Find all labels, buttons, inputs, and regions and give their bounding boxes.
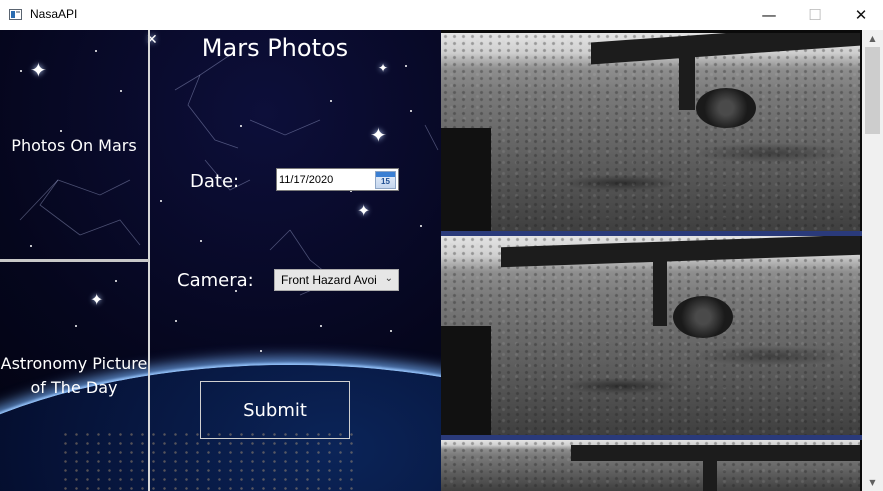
calendar-day: 15 [381,177,390,186]
photo-list [441,30,862,491]
submit-button[interactable]: Submit [200,381,350,439]
nav-item-astronomy-picture[interactable]: Astronomy Picture of The Day [0,354,148,397]
vertical-scrollbar[interactable]: ▲ ▼ [862,30,883,491]
title-bar: NasaAPI — ☐ ✕ [0,0,883,30]
app-client-area: ✦ ✦ ✦ ✦ ✕ ✦ Photos On Mars Astronomy Pic… [0,30,883,491]
window-title: NasaAPI [30,7,78,21]
minimize-button[interactable]: — [761,6,777,24]
sparkle-icon: ✦ [370,123,387,147]
mars-photo[interactable] [441,440,860,491]
city-lights [60,430,360,490]
close-button[interactable]: ✕ [854,6,868,24]
sparkle-icon: ✦ [378,61,389,75]
page-title: Mars Photos [201,34,349,62]
date-input[interactable] [279,171,374,188]
camera-select-value: Front Hazard Avoidance Camera [281,273,377,287]
date-label: Date: [190,171,240,192]
mars-photo[interactable] [441,236,860,435]
camera-label: Camera: [177,270,254,291]
mars-photo[interactable] [441,33,860,231]
nav-divider [148,30,150,491]
chevron-down-icon: ⌄ [384,273,393,284]
date-picker[interactable]: 15 [276,168,399,191]
scroll-up-arrow[interactable]: ▲ [869,34,876,43]
calendar-icon[interactable]: 15 [375,171,396,189]
sparkle-icon: ✕ [146,32,158,48]
scrollbar-thumb[interactable] [865,47,880,134]
maximize-button[interactable]: ☐ [808,6,822,24]
scroll-down-arrow[interactable]: ▼ [869,478,876,487]
sparkle-icon: ✦ [90,290,104,309]
app-icon [9,9,22,20]
sparkle-icon: ✦ [30,58,47,82]
nav-item-photos-on-mars[interactable]: Photos On Mars [11,136,137,155]
nav-item-divider [0,259,149,262]
camera-select[interactable]: Front Hazard Avoidance Camera ⌄ [274,269,399,291]
constellation-lines [19,54,439,296]
sparkle-icon: ✦ [357,201,371,220]
